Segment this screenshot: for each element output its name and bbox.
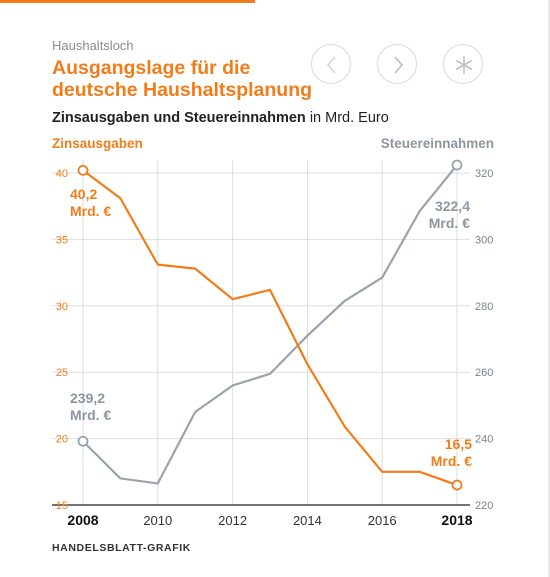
x-tick-label: 2018 [441, 512, 472, 528]
prev-button[interactable] [311, 44, 351, 84]
asterisk-icon [455, 56, 473, 74]
zinsausgaben-endpoint-marker [451, 479, 463, 491]
x-tick-label: 2012 [218, 513, 247, 528]
data-label-unit: Mrd. € [431, 453, 472, 469]
data-label-unit: Mrd. € [429, 215, 470, 231]
zinsausgaben-endpoint-marker [77, 164, 89, 176]
y-tick-label-left: 30 [56, 301, 68, 313]
next-button[interactable] [377, 44, 417, 84]
y-tick-label-left: 20 [56, 434, 68, 446]
data-label-value: 239,2 [70, 390, 105, 406]
y-tick-label-left: 25 [56, 367, 68, 379]
data-label-unit: Mrd. € [70, 203, 111, 219]
y-tick-label-right: 220 [475, 500, 493, 512]
kicker: Haushaltsloch [52, 38, 134, 53]
chevron-right-icon [394, 56, 404, 74]
steuereinnahmen-line [82, 164, 458, 485]
subtitle: Zinsausgaben und Steuereinnahmen in Mrd.… [52, 110, 389, 126]
y-tick-label-right: 300 [475, 234, 493, 246]
x-tick-label: 2010 [143, 513, 172, 528]
y-tick-label-left: 35 [56, 234, 68, 246]
right-series-name: Steuereinnahmen [381, 136, 494, 151]
x-tick-label: 2016 [368, 513, 397, 528]
data-label-unit: Mrd. € [70, 407, 111, 423]
x-tick-label: 2014 [293, 513, 322, 528]
x-tick-label: 2008 [67, 512, 98, 528]
left-series-name: Zinsausgaben [52, 136, 143, 151]
data-label-value: 40,2 [70, 186, 97, 202]
footer-credit: HANDELSBLATT-GRAFIK [52, 542, 191, 554]
right-border [548, 0, 550, 577]
subtitle-bold: Zinsausgaben und Steuereinnahmen [52, 110, 306, 126]
data-label-value: 16,5 [445, 436, 472, 452]
y-tick-label-right: 260 [475, 367, 493, 379]
y-tick-label-right: 280 [475, 301, 493, 313]
y-tick-label-left: 40 [56, 168, 68, 180]
chevron-left-icon [326, 56, 336, 74]
zinsausgaben-line [82, 169, 458, 487]
data-label-value: 322,4 [435, 198, 470, 214]
y-tick-label-right: 320 [475, 168, 493, 180]
subtitle-unit: in Mrd. Euro [305, 110, 389, 126]
y-tick-label-left: 15 [56, 500, 68, 512]
steuereinnahmen-endpoint-marker [451, 159, 463, 171]
steuereinnahmen-endpoint-marker [77, 435, 89, 447]
headline: Ausgangslage für die deutsche Haushaltsp… [52, 57, 313, 101]
y-tick-label-right: 240 [475, 434, 493, 446]
top-accent-bar [0, 0, 255, 3]
share-button[interactable] [443, 44, 483, 84]
